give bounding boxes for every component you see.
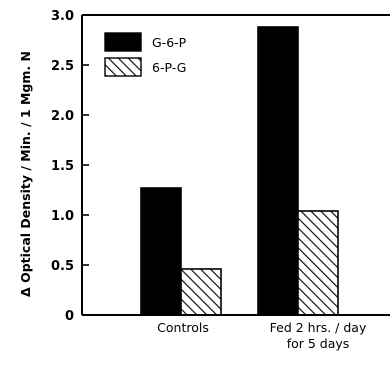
legend-swatch-6-p-g <box>104 57 142 77</box>
y-axis: 0 0.5 1.0 1.5 2.0 2.5 3.0 <box>51 9 390 324</box>
bars <box>140 26 339 316</box>
bar-g-6-p-0 <box>140 187 182 316</box>
x-category-label: for 5 days <box>287 336 350 351</box>
y-tick-label: 0 <box>65 309 74 324</box>
y-tick-label: 1.5 <box>51 159 74 174</box>
bar-6-p-g-1 <box>297 210 339 316</box>
legend: G-6-P 6-P-G <box>104 32 187 77</box>
y-tick-label: 3.0 <box>51 9 74 24</box>
y-axis-label: Δ Optical Density / Min. / 1 Mgm. N <box>18 51 33 297</box>
legend-label-6-p-g: 6-P-G <box>152 60 186 75</box>
x-category-label: Controls <box>157 320 209 335</box>
y-tick-label: 0.5 <box>51 259 74 274</box>
x-category-label: Fed 2 hrs. / day <box>270 320 367 335</box>
y-tick-label: 2.0 <box>51 109 74 124</box>
legend-swatch-g-6-p <box>104 32 142 52</box>
legend-label-g-6-p: G-6-P <box>152 35 187 50</box>
y-tick-label: 2.5 <box>51 59 74 74</box>
y-tick-label: 1.0 <box>51 209 74 224</box>
bar-6-p-g-0 <box>180 268 222 316</box>
bar-g-6-p-1 <box>257 26 299 316</box>
